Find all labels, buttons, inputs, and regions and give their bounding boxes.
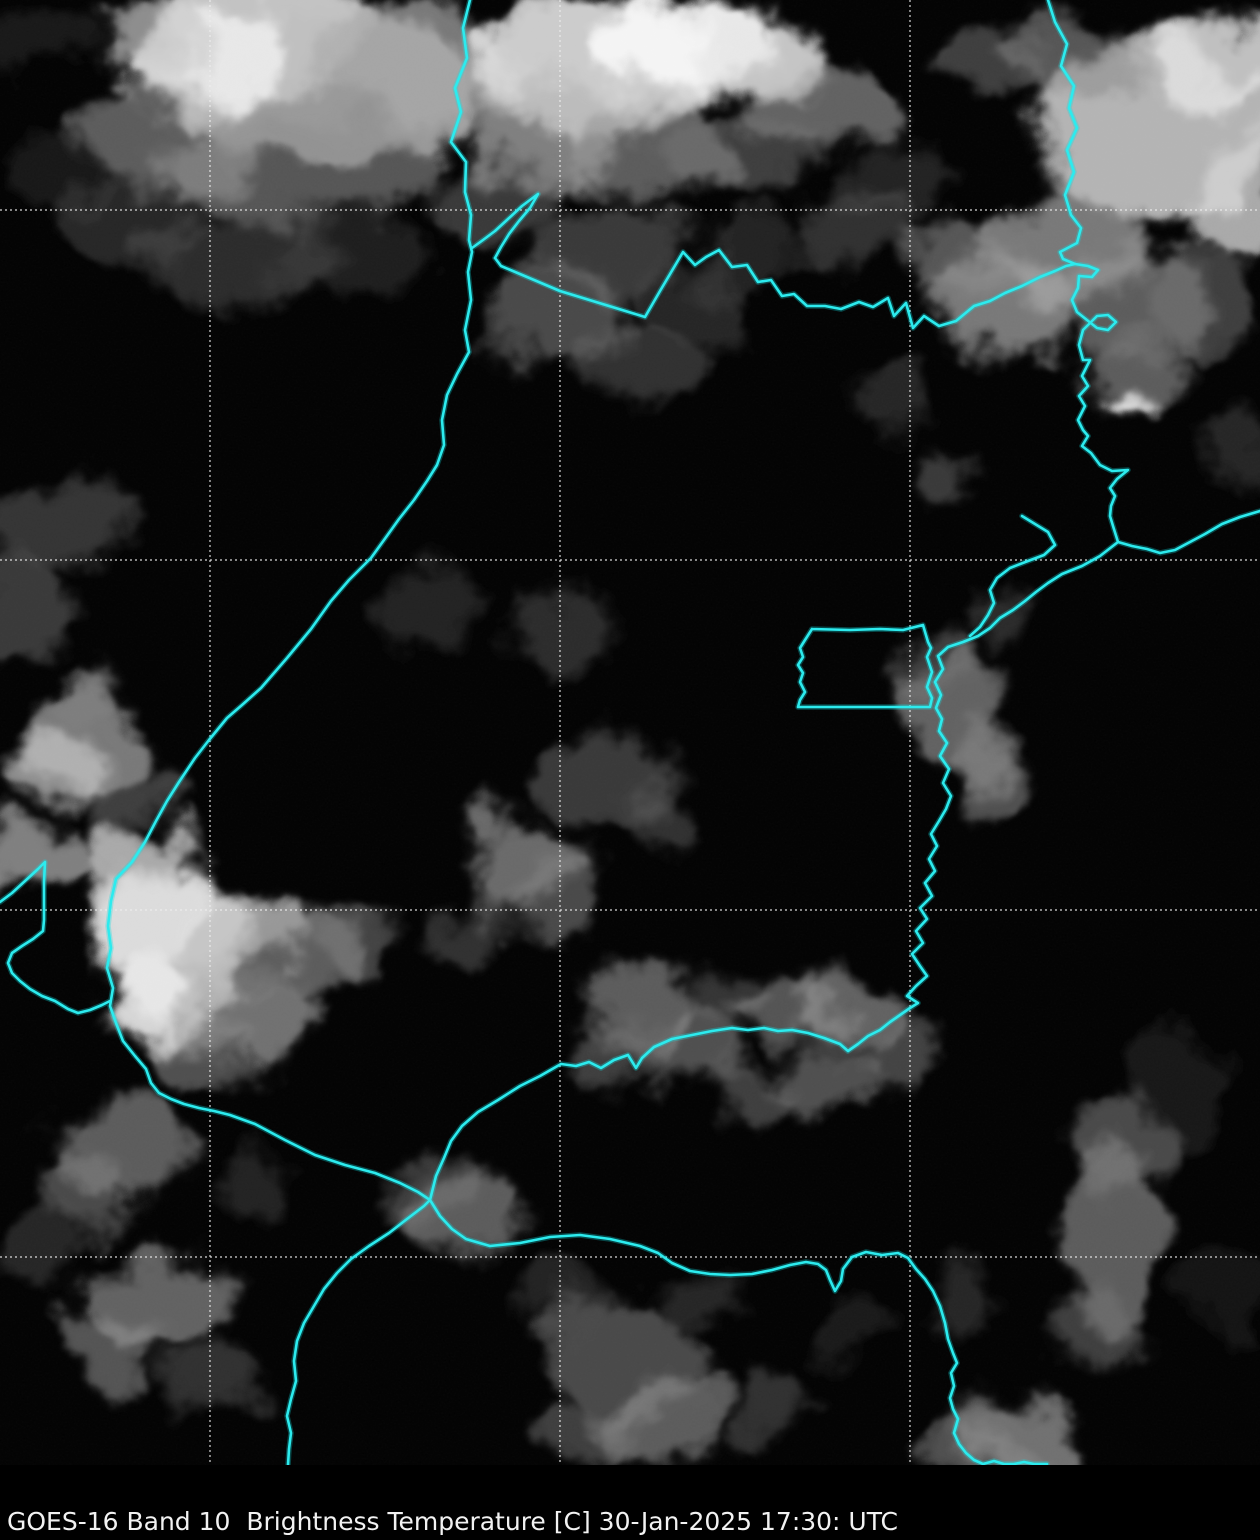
satellite-image [0, 0, 1260, 1465]
latlon-grid [0, 0, 1260, 1465]
caption-text: GOES-16 Band 10 Brightness Temperature [… [7, 1507, 898, 1536]
border-south-exit-river [428, 1198, 1049, 1465]
border-southeast-branch [428, 540, 1120, 1202]
border-southwest-exit [285, 1198, 432, 1465]
state-borders [0, 0, 1260, 1465]
border-east-border [1046, 0, 1130, 544]
border-north-border [493, 248, 1077, 330]
satellite-image-area [0, 0, 1260, 1465]
border-west-border-river [105, 0, 474, 1202]
caption-bar: GOES-16 Band 10 Brightness Temperature [… [0, 1465, 1260, 1540]
border-distrito-federal-outline [796, 623, 934, 709]
border-east-inner-loop [968, 514, 1057, 638]
border-east-exit [1116, 509, 1260, 555]
border-north-spike [470, 192, 540, 260]
border-west-appendix [0, 860, 112, 1015]
